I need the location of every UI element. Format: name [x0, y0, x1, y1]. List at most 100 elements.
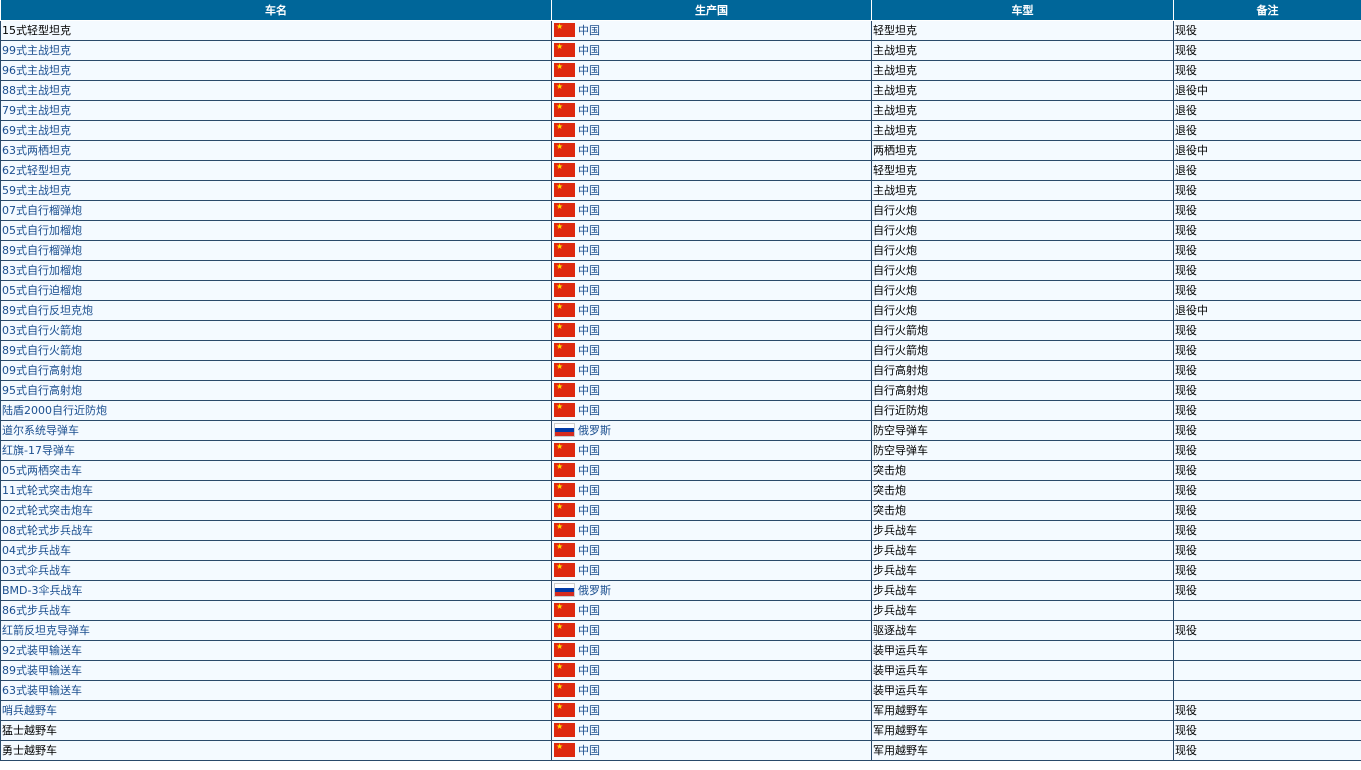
vehicle-name-link[interactable]: 89式自行榴弹炮	[2, 244, 82, 257]
country-link[interactable]: 中国	[578, 224, 600, 237]
vehicle-name-link[interactable]: 红箭反坦克导弹车	[2, 624, 90, 637]
country-link[interactable]: 中国	[578, 684, 600, 697]
note-cell: 现役	[1173, 520, 1361, 541]
vehicle-name-link[interactable]: 99式主战坦克	[2, 44, 71, 57]
vehicle-name-cell: 69式主战坦克	[0, 120, 552, 141]
vehicle-name-link[interactable]: 03式伞兵战车	[2, 564, 71, 577]
table-row: 63式装甲输送车 中国 装甲运兵车	[0, 680, 1361, 701]
vehicle-name-link[interactable]: 89式自行反坦克炮	[2, 304, 93, 317]
country-link[interactable]: 中国	[578, 124, 600, 137]
country-link[interactable]: 中国	[578, 344, 600, 357]
vehicle-name-link[interactable]: 69式主战坦克	[2, 124, 71, 137]
vehicle-name-link[interactable]: 11式轮式突击炮车	[2, 484, 93, 497]
country-link[interactable]: 中国	[578, 364, 600, 377]
country-link[interactable]: 中国	[578, 444, 600, 457]
country-cell: 中国	[551, 120, 872, 141]
vehicle-type-cell: 两栖坦克	[871, 140, 1174, 161]
country-cell: 中国	[551, 460, 872, 481]
country-link[interactable]: 中国	[578, 244, 600, 257]
note-cell: 现役	[1173, 360, 1361, 381]
vehicle-name-link[interactable]: 88式主战坦克	[2, 84, 71, 97]
country-link[interactable]: 中国	[578, 104, 600, 117]
vehicle-name-link[interactable]: 59式主战坦克	[2, 184, 71, 197]
country-link[interactable]: 中国	[578, 644, 600, 657]
note-cell: 现役	[1173, 620, 1361, 641]
vehicle-name-link[interactable]: 96式主战坦克	[2, 64, 71, 77]
vehicle-name-link[interactable]: 79式主战坦克	[2, 104, 71, 117]
china-flag-icon	[554, 682, 575, 697]
vehicle-name-link[interactable]: 92式装甲输送车	[2, 644, 82, 657]
vehicle-name-cell: 86式步兵战车	[0, 600, 552, 621]
vehicle-name-link[interactable]: 09式自行高射炮	[2, 364, 82, 377]
country-link[interactable]: 中国	[578, 264, 600, 277]
vehicle-name-link[interactable]: 63式两栖坦克	[2, 144, 71, 157]
vehicle-type-cell: 防空导弹车	[871, 440, 1174, 461]
vehicle-name-link[interactable]: 勇士越野车	[2, 744, 57, 757]
vehicle-name-link[interactable]: 05式自行迫榴炮	[2, 284, 82, 297]
country-link[interactable]: 中国	[578, 84, 600, 97]
vehicle-name-link[interactable]: 63式装甲输送车	[2, 684, 82, 697]
country-link[interactable]: 中国	[578, 744, 600, 757]
country-link[interactable]: 中国	[578, 64, 600, 77]
country-link[interactable]: 中国	[578, 324, 600, 337]
country-link[interactable]: 中国	[578, 504, 600, 517]
country-link[interactable]: 俄罗斯	[578, 584, 611, 597]
country-link[interactable]: 中国	[578, 704, 600, 717]
country-link[interactable]: 中国	[578, 524, 600, 537]
country-link[interactable]: 中国	[578, 284, 600, 297]
vehicle-name-link[interactable]: 05式两栖突击车	[2, 464, 82, 477]
country-link[interactable]: 中国	[578, 144, 600, 157]
country-cell: 中国	[551, 200, 872, 221]
vehicle-name-link[interactable]: 陆盾2000自行近防炮	[2, 404, 107, 417]
vehicle-name-link[interactable]: 07式自行榴弹炮	[2, 204, 82, 217]
china-flag-icon	[554, 22, 575, 37]
russia-flag-icon	[554, 583, 575, 597]
country-cell: 中国	[551, 560, 872, 581]
country-link[interactable]: 中国	[578, 484, 600, 497]
vehicle-name-cell: 89式自行反坦克炮	[0, 300, 552, 321]
country-link[interactable]: 中国	[578, 404, 600, 417]
country-link[interactable]: 中国	[578, 24, 600, 37]
country-link[interactable]: 俄罗斯	[578, 424, 611, 437]
country-link[interactable]: 中国	[578, 664, 600, 677]
vehicle-name-link[interactable]: 04式步兵战车	[2, 544, 71, 557]
country-link[interactable]: 中国	[578, 604, 600, 617]
country-link[interactable]: 中国	[578, 624, 600, 637]
country-link[interactable]: 中国	[578, 44, 600, 57]
vehicle-name-link[interactable]: 83式自行加榴炮	[2, 264, 82, 277]
vehicle-name-link[interactable]: 86式步兵战车	[2, 604, 71, 617]
vehicle-name-link[interactable]: 猛士越野车	[2, 724, 57, 737]
vehicle-name-link[interactable]: 05式自行加榴炮	[2, 224, 82, 237]
vehicle-name-link[interactable]: 哨兵越野车	[2, 704, 57, 717]
vehicle-name-link[interactable]: 红旗-17导弹车	[2, 444, 75, 457]
vehicle-name-link[interactable]: 95式自行高射炮	[2, 384, 82, 397]
vehicle-name-link[interactable]: 03式自行火箭炮	[2, 324, 82, 337]
vehicle-name-link[interactable]: 02式轮式突击炮车	[2, 504, 93, 517]
country-link[interactable]: 中国	[578, 184, 600, 197]
china-flag-icon	[554, 302, 575, 317]
vehicle-type-cell: 自行火炮	[871, 200, 1174, 221]
country-link[interactable]: 中国	[578, 724, 600, 737]
country-link[interactable]: 中国	[578, 304, 600, 317]
vehicle-name-cell: 92式装甲输送车	[0, 640, 552, 661]
country-link[interactable]: 中国	[578, 164, 600, 177]
vehicle-name-link[interactable]: 道尔系统导弹车	[2, 424, 79, 437]
country-cell: 中国	[551, 740, 872, 761]
country-cell: 中国	[551, 520, 872, 541]
country-link[interactable]: 中国	[578, 384, 600, 397]
vehicle-name-link[interactable]: 15式轻型坦克	[2, 24, 71, 37]
vehicle-name-link[interactable]: 08式轮式步兵战车	[2, 524, 93, 537]
vehicle-name-link[interactable]: 89式自行火箭炮	[2, 344, 82, 357]
vehicle-name-link[interactable]: 89式装甲输送车	[2, 664, 82, 677]
country-link[interactable]: 中国	[578, 204, 600, 217]
country-link[interactable]: 中国	[578, 544, 600, 557]
vehicle-name-link[interactable]: BMD-3伞兵战车	[2, 584, 83, 597]
country-link[interactable]: 中国	[578, 464, 600, 477]
country-link[interactable]: 中国	[578, 564, 600, 577]
vehicle-name-link[interactable]: 62式轻型坦克	[2, 164, 71, 177]
